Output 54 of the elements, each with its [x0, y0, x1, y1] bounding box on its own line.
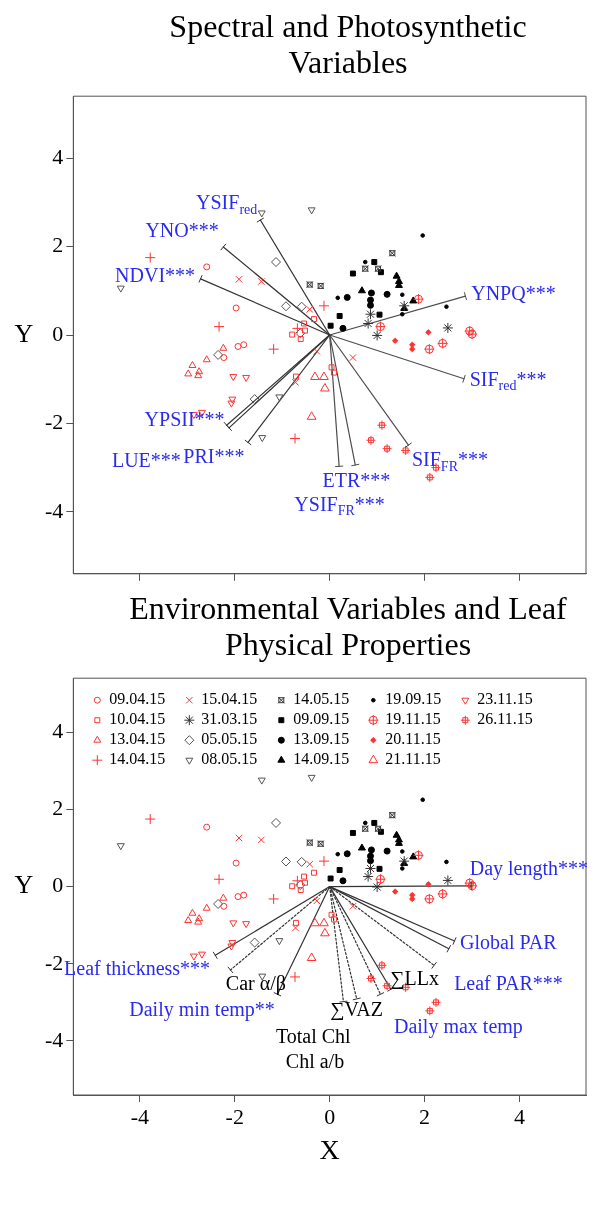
series-label: Daily max temp [393, 1014, 523, 1038]
series-label: YPSII*** [144, 408, 225, 431]
legend-label: 19.11.15 [385, 710, 441, 728]
series-label: ∑LLx [390, 967, 439, 991]
chart-title: Environmental Variables and Leaf Physical Properties [128, 590, 568, 662]
y-tick-label: 0 [52, 872, 64, 898]
x-tick-label: 0 [324, 1103, 336, 1129]
series-label: Leaf PAR*** [454, 971, 563, 994]
legend-label: 14.04.15 [109, 750, 166, 768]
y-tick-label: 0 [52, 320, 64, 346]
legend-label: 08.05.15 [201, 750, 258, 768]
x-tick-label: -4 [130, 1103, 149, 1129]
y-tick-label: 4 [52, 718, 64, 744]
legend-label: 26.11.15 [477, 710, 533, 728]
legend-label: 13.09.15 [293, 730, 350, 748]
y-tick-label: -2 [45, 949, 64, 975]
x-tick-label: -2 [225, 1103, 244, 1129]
y-tick-label: 2 [52, 795, 64, 821]
text: Chl a/b [285, 1049, 345, 1072]
legend-label: 23.11.15 [477, 690, 533, 708]
legend-label: 10.04.15 [109, 710, 166, 728]
series-label: Daily min temp** [129, 997, 275, 1021]
legend-label: 19.09.15 [385, 690, 442, 708]
series-label: Total Chl [275, 1024, 352, 1047]
legend-label: YNPQ*** [471, 281, 556, 304]
legend-label: 15.04.15 [201, 690, 258, 708]
series-label: NDVI*** [115, 263, 196, 286]
legend-label: 05.05.15 [201, 730, 258, 748]
legend-label: 09.04.15 [109, 690, 166, 708]
legend-label: 21.11.15 [385, 750, 441, 768]
y-tick-label: 2 [52, 232, 64, 258]
legend-label: 14.05.15 [293, 690, 350, 708]
x-tick-label: 4 [514, 1103, 526, 1129]
legend-label: 20.11.15 [385, 730, 441, 748]
legend-label: 14.09.15 [293, 750, 350, 768]
series-label: ∑VAZ [330, 997, 384, 1021]
y-axis-title: Y [14, 870, 34, 900]
y-tick-label: -4 [45, 497, 64, 523]
series-label: ETR*** [322, 469, 391, 492]
series-label: PRI*** [183, 445, 245, 468]
legend-label: 13.04.15 [109, 730, 166, 748]
legend-label: 09.09.15 [293, 710, 350, 728]
y-tick-label: -2 [45, 409, 64, 435]
series-label: Global PAR [460, 930, 558, 953]
series-label: YNO*** [145, 219, 219, 242]
legend-label: 31.03.15 [201, 710, 258, 728]
x-axis-title: X [319, 1133, 340, 1165]
y-axis-title: Y [14, 318, 34, 348]
y-tick-label: -4 [45, 1026, 64, 1052]
text: LUE*** [111, 449, 181, 472]
series-label: Day length*** [469, 856, 588, 880]
y-tick-label: 4 [52, 143, 64, 169]
x-tick-label: 2 [419, 1103, 431, 1129]
chart-title: Spectral and Photosynthetic Variables [168, 8, 528, 80]
